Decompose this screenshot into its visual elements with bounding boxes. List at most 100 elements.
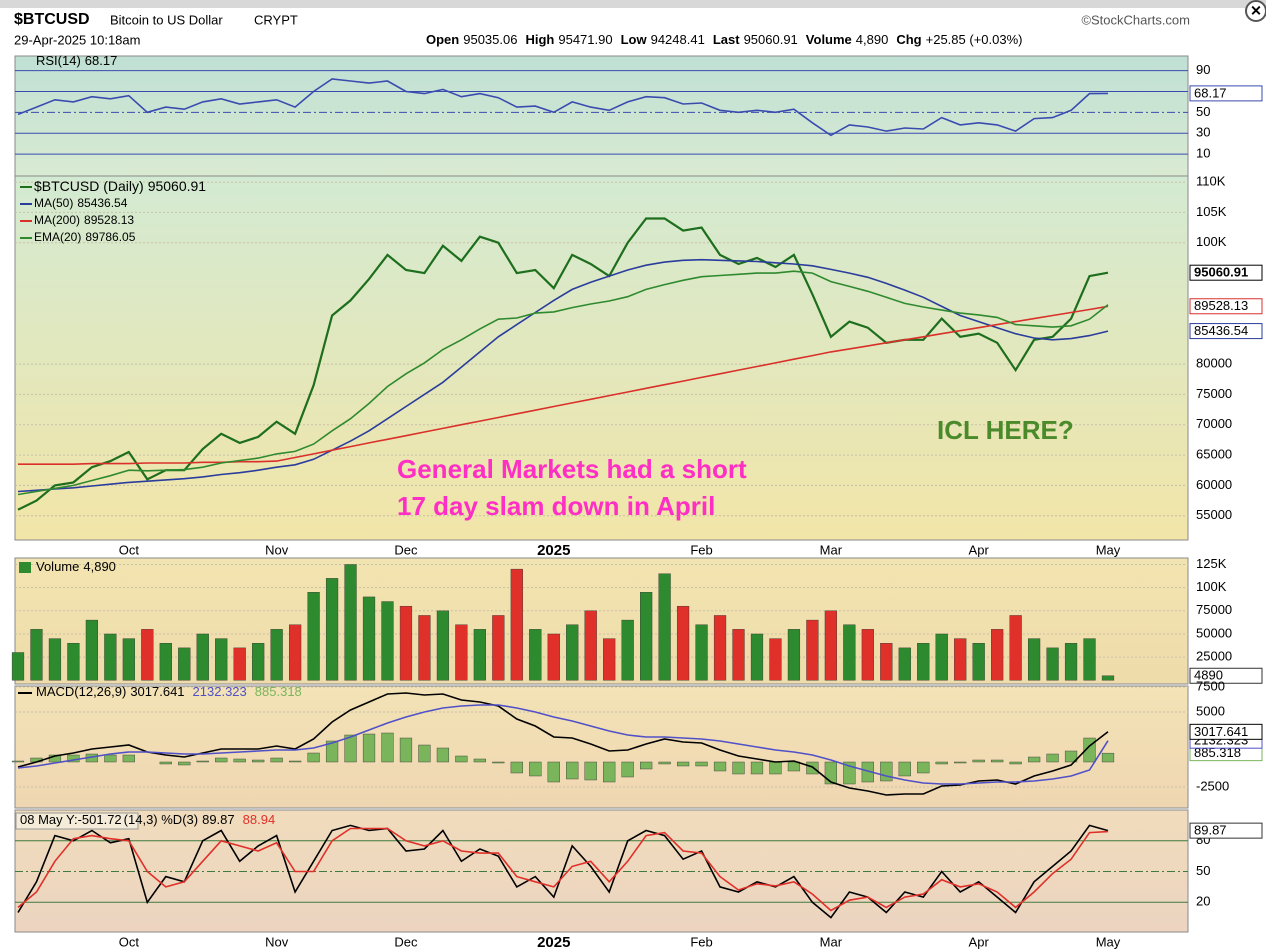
bar <box>676 761 690 767</box>
quote-label: Volume <box>806 32 852 47</box>
bar <box>547 761 560 783</box>
y-tick-label: 50000 <box>1196 625 1232 640</box>
y-tick-label: 25000 <box>1196 649 1232 664</box>
bar <box>11 760 25 763</box>
bar <box>122 638 135 681</box>
value-box <box>1189 323 1263 340</box>
bar <box>566 624 579 681</box>
value-label: 68.17 <box>1194 85 1227 100</box>
legend: $BTCUSD (Daily) 95060.91 <box>34 178 206 194</box>
bar <box>880 761 893 782</box>
bar <box>11 652 25 681</box>
quote-value: 95035.06 <box>463 32 517 47</box>
y-tick-label: 10 <box>1196 146 1210 161</box>
panel-background <box>14 685 1189 809</box>
bar <box>640 761 653 770</box>
bar <box>824 610 837 681</box>
value-label: 85436.54 <box>1194 323 1248 338</box>
bar <box>473 758 486 763</box>
y-tick-label: 100K <box>1196 579 1227 594</box>
quote-label: Open <box>426 32 459 47</box>
bar <box>676 605 690 681</box>
bar <box>603 638 616 681</box>
bar <box>1064 643 1078 681</box>
close-button[interactable] <box>1245 0 1266 22</box>
value-label: 89528.13 <box>1194 298 1248 313</box>
bar <box>529 761 542 777</box>
quote-value: 95471.90 <box>558 32 612 47</box>
quote-label: Low <box>621 32 648 47</box>
bar <box>750 761 764 775</box>
bar <box>492 761 505 764</box>
bar <box>1046 753 1059 763</box>
quote-label: Last <box>713 32 740 47</box>
y-tick-label: 90 <box>1196 62 1210 77</box>
bar <box>418 615 431 681</box>
bar <box>898 761 911 777</box>
bar <box>1009 761 1022 765</box>
x-tick-label: Dec <box>394 934 418 949</box>
x-tick-label: Oct <box>119 934 140 949</box>
quote: Open 95035.06 High 95471.90 Low 94248.41 Last 9… <box>426 32 1022 47</box>
bar <box>861 629 874 681</box>
bar <box>843 624 856 681</box>
bar <box>529 629 542 681</box>
bar <box>141 629 154 681</box>
quote-value: 4,890 <box>856 32 889 47</box>
value-box <box>1189 264 1263 281</box>
bar <box>325 740 339 763</box>
quote-value: 94248.41 <box>651 32 705 47</box>
annotation: General Markets had a short <box>397 454 747 484</box>
bar <box>954 638 967 681</box>
bar <box>30 629 43 681</box>
legend-value: 88.94 <box>243 812 276 827</box>
bar <box>769 761 782 775</box>
x-tick-label: Apr <box>969 934 990 949</box>
y-tick-label: 65000 <box>1196 447 1232 462</box>
legend: MA(200) 89528.13 <box>34 213 134 227</box>
legend: EMA(20) 89786.05 <box>34 230 136 244</box>
legend-value: 885.318 <box>255 684 302 699</box>
y-tick-label: 55000 <box>1196 507 1232 522</box>
value-box <box>1189 723 1263 740</box>
value-label: 4890 <box>1194 668 1223 683</box>
y-tick-label: 125K <box>1196 556 1227 571</box>
value-label: 89.87 <box>1194 823 1227 838</box>
legend-name: EMA(20) <box>34 230 81 244</box>
bar <box>917 761 930 774</box>
y-tick-label: 60000 <box>1196 477 1232 492</box>
legend-name: Volume <box>36 559 79 574</box>
bar <box>1064 750 1078 763</box>
bar <box>473 629 486 681</box>
y-tick-label: 7500 <box>1196 678 1225 693</box>
legend: 08 May Y:-501.72 (14,3) %D(3) 89.87 88.94 <box>20 812 275 827</box>
bar <box>215 638 228 681</box>
bar <box>270 629 283 681</box>
legend-name: RSI(14) <box>36 53 81 68</box>
bar <box>381 601 394 681</box>
series-line <box>17 704 1109 785</box>
bar <box>67 643 80 681</box>
bar <box>455 624 468 681</box>
bar <box>215 757 228 763</box>
legend-value: 3017.641 <box>130 684 184 699</box>
legend-title: (14,3) %D(3) <box>124 812 198 827</box>
bar <box>917 643 930 681</box>
bar <box>436 747 450 763</box>
legend-title: MACD(12,26,9) <box>36 684 126 699</box>
panel-background <box>14 55 1189 177</box>
legend-value: 68.17 <box>85 53 118 68</box>
bar <box>621 761 634 778</box>
bar <box>713 761 727 772</box>
y-tick-label: 50 <box>1196 863 1210 878</box>
bar <box>289 760 302 763</box>
bar <box>233 647 246 681</box>
x-tick-label: Oct <box>119 542 140 557</box>
y-tick-label: 30 <box>1196 125 1210 140</box>
bar <box>196 760 209 763</box>
bar <box>750 633 764 681</box>
bar <box>640 592 653 681</box>
bar <box>1101 675 1115 681</box>
close-icon[interactable]: ✕ <box>1250 3 1262 19</box>
bar <box>898 647 911 681</box>
